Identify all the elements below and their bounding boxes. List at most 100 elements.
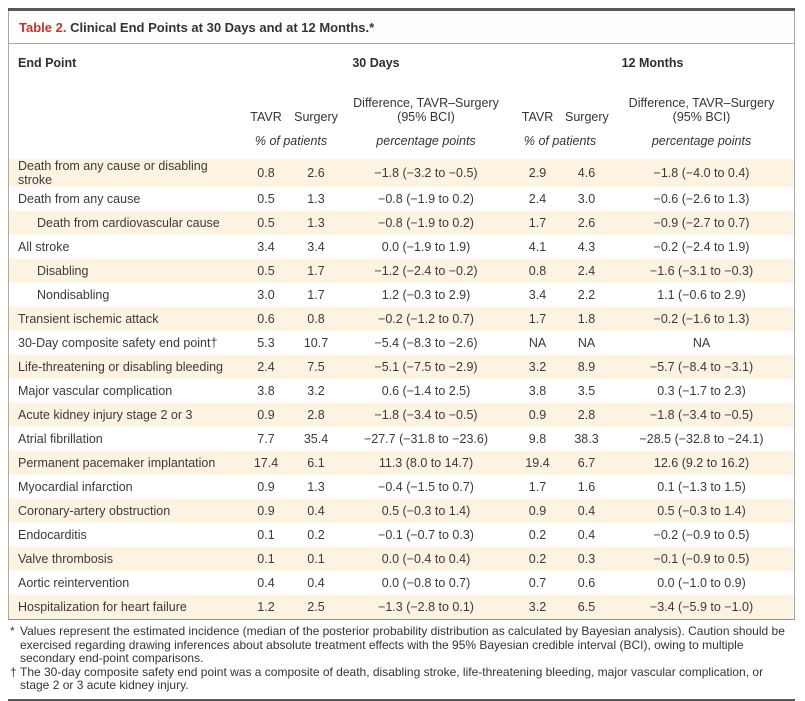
tavr-30d-cell: 0.8 <box>241 159 291 187</box>
tavr-12m-cell: 4.1 <box>528 240 547 254</box>
diff-12m-cell: 0.3 (−1.7 to 2.3) <box>657 384 746 398</box>
diff-30d-cell: −0.8 (−1.9 to 0.2) <box>378 192 474 206</box>
tavr-12m-cell: 19.4 <box>511 451 564 475</box>
end-point-cell: Death from any cause or disabling stroke <box>9 159 241 187</box>
table-bordered-region: Table 2. Clinical End Points at 30 Days … <box>8 11 795 620</box>
tavr-12m-cell: 3.2 <box>511 355 564 379</box>
surgery-30d-cell: 1.7 <box>307 288 325 302</box>
table-title: Table 2. Clinical End Points at 30 Days … <box>9 11 794 44</box>
tavr-12m-cell: 1.7 <box>528 480 547 494</box>
surgery-12m-cell: 0.6 <box>577 576 596 590</box>
end-point-cell: Disabling <box>9 259 241 283</box>
col-group-30-days: 30 Days <box>241 44 511 89</box>
table-row: Death from any cause 0.5 1.3 −0.8 (−1.9 to … <box>9 187 794 211</box>
diff-30d-cell: 0.0 (−1.9 to 1.9) <box>381 240 471 254</box>
end-point-cell: Coronary-artery obstruction <box>9 499 241 523</box>
diff-12m-cell: −1.8 (−4.0 to 0.4) <box>609 159 795 187</box>
surgery-30d-cell: 7.5 <box>291 355 341 379</box>
footnote-marker: * <box>10 624 15 638</box>
table-row: Acute kidney injury stage 2 or 3 0.9 2.8 −1… <box>9 403 795 427</box>
tavr-30d-cell: 0.9 <box>257 480 275 494</box>
surgery-12m-cell: 0.3 <box>564 547 609 571</box>
surgery-30d-cell: 1.7 <box>291 259 341 283</box>
surgery-30d-cell: 1.3 <box>291 211 341 235</box>
diff-30d-cell: 11.3 (8.0 to 14.7) <box>341 451 511 475</box>
tavr-30d-cell: 0.9 <box>241 499 291 523</box>
diff-30d-cell: −27.7 (−31.8 to −23.6) <box>363 432 489 446</box>
tavr-30d-cell: 7.7 <box>257 432 275 446</box>
difference-label-line2: (95% BCI) <box>397 110 455 124</box>
surgery-30d-cell: 3.2 <box>307 384 325 398</box>
tavr-30d-cell: 0.5 <box>241 211 291 235</box>
surgery-30d-cell: 1.3 <box>307 192 325 206</box>
footnote: * Values represent the estimated incidenc… <box>10 624 787 666</box>
surgery-12m-cell: 6.7 <box>564 451 609 475</box>
difference-label-line1: Difference, TAVR–Surgery <box>628 96 775 110</box>
footnote-marker: † <box>10 664 17 679</box>
surgery-12m-cell: 8.9 <box>564 355 609 379</box>
surgery-12m-cell: 2.6 <box>564 211 609 235</box>
diff-30d-cell: −0.8 (−1.9 to 0.2) <box>341 211 511 235</box>
table-row: Nondisabling 3.0 1.7 1.2 (−0.3 to 2.9) 3.4 2.… <box>9 283 794 307</box>
tavr-12m-cell: 3.2 <box>511 595 564 619</box>
surgery-30d-cell: 2.6 <box>291 159 341 187</box>
diff-30d-cell: −5.1 (−7.5 to −2.9) <box>341 355 511 379</box>
end-point-cell: Endocarditis <box>18 528 87 542</box>
tavr-30d-cell: 0.1 <box>241 547 291 571</box>
table-row: 30-Day composite safety end point† 5.3 10.… <box>9 331 794 355</box>
col-header-tavr-12m: TAVR <box>511 89 564 126</box>
table-row: Life-threatening or disabling bleeding 2.… <box>9 355 795 379</box>
tavr-12m-cell: 9.8 <box>528 432 547 446</box>
col-header-surgery-12m: Surgery <box>564 89 609 126</box>
table-row: Coronary-artery obstruction 0.9 0.4 0.5 (−0… <box>9 499 795 523</box>
diff-12m-cell: −0.9 (−2.7 to 0.7) <box>609 211 795 235</box>
col-header-surgery-30d: Surgery <box>291 89 341 126</box>
diff-30d-cell: 0.5 (−0.3 to 1.4) <box>341 499 511 523</box>
tavr-12m-cell: 0.9 <box>511 403 564 427</box>
surgery-12m-cell: 0.4 <box>564 499 609 523</box>
footnotes: * Values represent the estimated incidenc… <box>8 620 795 699</box>
diff-12m-cell: −0.1 (−0.9 to 0.5) <box>609 547 795 571</box>
tavr-12m-cell: 2.4 <box>528 192 547 206</box>
surgery-30d-cell: 0.4 <box>291 499 341 523</box>
surgery-12m-cell: 0.4 <box>577 528 596 542</box>
tavr-12m-cell: NA <box>528 336 547 350</box>
surgery-30d-cell: 2.8 <box>291 403 341 427</box>
diff-12m-cell: −0.2 (−0.9 to 0.5) <box>653 528 750 542</box>
surgery-12m-cell: 4.3 <box>577 240 596 254</box>
tavr-12m-cell: 0.2 <box>528 528 547 542</box>
table-row: Death from any cause or disabling stroke… <box>9 159 795 187</box>
table-row: Valve thrombosis 0.1 0.1 0.0 (−0.4 to 0.4) 0… <box>9 547 795 571</box>
surgery-30d-cell: 2.5 <box>291 595 341 619</box>
diff-12m-cell: NA <box>692 336 711 350</box>
col-header-tavr-30d: TAVR <box>241 89 291 126</box>
surgery-12m-cell: 1.8 <box>564 307 609 331</box>
diff-30d-cell: −0.4 (−1.5 to 0.7) <box>378 480 474 494</box>
table-body: Death from any cause or disabling stroke… <box>9 159 795 619</box>
table-row: Transient ischemic attack 0.6 0.8 −0.2 (−1.… <box>9 307 795 331</box>
diff-12m-cell: −5.7 (−8.4 to −3.1) <box>609 355 795 379</box>
diff-30d-cell: −1.3 (−2.8 to 0.1) <box>341 595 511 619</box>
surgery-30d-cell: 0.1 <box>291 547 341 571</box>
end-point-cell: Aortic reintervention <box>18 576 130 590</box>
unit-label-patients-12m: % of patients <box>511 126 609 159</box>
footnote-text: Values represent the estimated incidence… <box>20 624 785 666</box>
table-row: Myocardial infarction 0.9 1.3 −0.4 (−1.5 to… <box>9 475 794 499</box>
difference-label-line2: (95% BCI) <box>672 110 731 124</box>
surgery-12m-cell: 2.4 <box>564 259 609 283</box>
tavr-12m-cell: 1.7 <box>511 307 564 331</box>
table-row: Endocarditis 0.1 0.2 −0.1 (−0.7 to 0.3) 0.2 0… <box>9 523 794 547</box>
tavr-30d-cell: 0.9 <box>241 403 291 427</box>
table-row: Hospitalization for heart failure 1.2 2.5−… <box>9 595 795 619</box>
table-row: Major vascular complication 3.8 3.2 0.6 (−1… <box>9 379 794 403</box>
diff-30d-cell: −1.8 (−3.2 to −0.5) <box>341 159 511 187</box>
diff-12m-cell: −0.6 (−2.6 to 1.3) <box>653 192 750 206</box>
col-header-difference-30d: Difference, TAVR–Surgery (95% BCI) <box>341 89 511 126</box>
unit-label-points-12m: percentage points <box>609 126 795 159</box>
diff-30d-cell: 0.0 (−0.8 to 0.7) <box>381 576 471 590</box>
tavr-30d-cell: 3.0 <box>257 288 275 302</box>
end-point-cell: Major vascular complication <box>18 384 173 398</box>
table-row: Atrial fibrillation 7.7 35.4 −27.7 (−31.8 t… <box>9 427 794 451</box>
diff-12m-cell: −1.6 (−3.1 to −0.3) <box>609 259 795 283</box>
table-frame: Table 2. Clinical End Points at 30 Days … <box>8 8 795 701</box>
